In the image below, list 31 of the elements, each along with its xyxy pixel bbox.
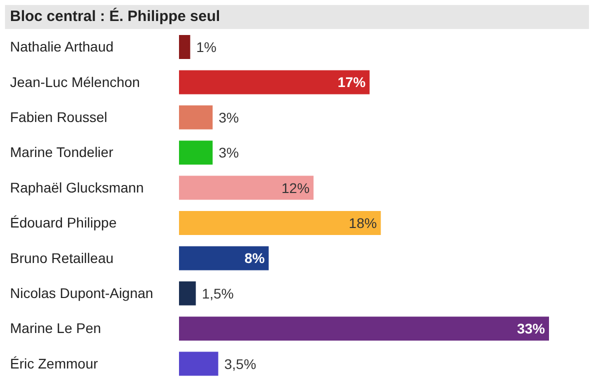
y-tick-label: Marine Tondelier xyxy=(10,144,114,160)
bar xyxy=(179,35,190,59)
y-tick-label: Nathalie Arthaud xyxy=(10,38,114,55)
data-label: 3,5% xyxy=(224,356,256,372)
y-tick-label: Jean-Luc Mélenchon xyxy=(10,74,140,90)
bar xyxy=(179,211,381,235)
bar xyxy=(179,352,218,376)
y-tick-label: Fabien Roussel xyxy=(10,109,108,125)
chart-title: Bloc central : É. Philippe seul xyxy=(5,5,589,29)
bar xyxy=(179,176,314,200)
data-label: 3% xyxy=(218,144,239,161)
y-tick-label: Bruno Retailleau xyxy=(10,250,114,266)
data-label: 1,5% xyxy=(202,285,234,302)
bar xyxy=(179,316,549,341)
data-label: 12% xyxy=(282,180,310,196)
bar xyxy=(179,281,196,306)
data-label: 8% xyxy=(244,250,266,266)
y-tick-label: Édouard Philippe xyxy=(10,214,117,231)
data-label: 18% xyxy=(348,215,377,231)
data-label: 1% xyxy=(196,39,216,55)
data-label: 17% xyxy=(338,74,366,90)
y-tick-label: Éric Zemmour xyxy=(10,355,98,372)
bar xyxy=(179,140,213,165)
bar xyxy=(179,246,269,270)
data-label: 3% xyxy=(218,109,239,126)
bar xyxy=(179,105,213,130)
bar xyxy=(179,70,370,94)
y-tick-label: Raphaël Glucksmann xyxy=(10,179,144,196)
data-label: 33% xyxy=(516,320,546,337)
y-tick-label: Marine Le Pen xyxy=(10,320,102,336)
y-tick-label: Nicolas Dupont-Aignan xyxy=(10,285,154,301)
